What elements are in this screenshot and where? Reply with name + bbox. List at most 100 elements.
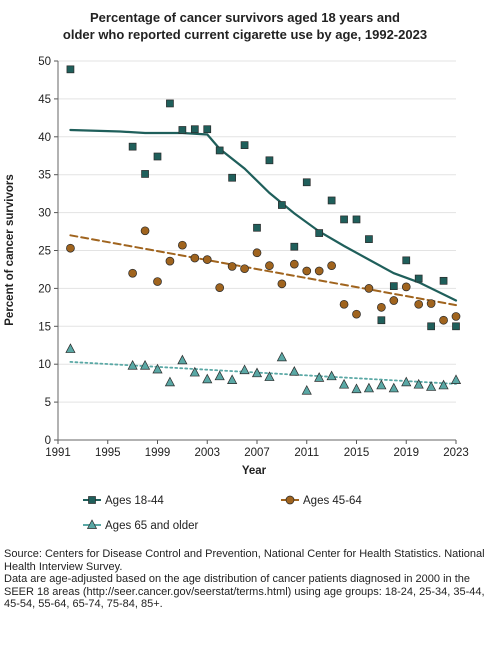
data-point-ages-45-64-2011 (302, 266, 312, 276)
data-point-ages-65-and-older-2022 (438, 379, 449, 390)
data-point-ages-18-44-2014 (340, 215, 348, 224)
data-point-ages-45-64-2005 (227, 262, 237, 271)
data-point-ages-18-44-1998 (141, 170, 149, 178)
trend-line-ages-18-44 (69, 128, 458, 302)
data-point-ages-65-and-older-2008 (264, 371, 275, 381)
axes: 0 5 10 15 20 25 30 35 40 45 50 1991 1995 1999 2003 2007… (38, 56, 469, 459)
data-point-ages-45-64-2015 (352, 309, 361, 319)
data-point-ages-18-44-1999 (153, 152, 162, 161)
data-point-ages-65-and-older-2020 (413, 378, 424, 389)
y-tick-label-10: 50 (38, 56, 51, 68)
data-point-ages-45-64-2004 (215, 283, 225, 292)
x-axis-label: Year (242, 465, 267, 477)
data-point-ages-65-and-older-2021 (426, 381, 437, 391)
footnote: Source: Centers for Disease Control and … (4, 548, 488, 611)
data-point-ages-18-44-2006 (240, 141, 249, 149)
data-point-ages-18-44-2016 (365, 235, 373, 243)
data-point-ages-65-and-older-2015 (351, 383, 362, 394)
data-point-ages-65-and-older-2010 (289, 366, 300, 376)
data-point-ages-45-64-2006 (240, 264, 249, 274)
data-point-ages-65-and-older-2016 (363, 382, 375, 393)
data-point-ages-65-and-older-2012 (314, 372, 325, 382)
data-point-ages-65-and-older-2000 (164, 376, 176, 387)
data-point-ages-18-44-2004 (215, 146, 224, 155)
data-point-ages-45-64-2000 (165, 256, 175, 266)
data-point-ages-45-64-2023 (451, 312, 461, 321)
legend-marker-ages-45-64 (285, 495, 295, 505)
y-tick-label-1: 5 (45, 397, 51, 409)
data-point-ages-65-and-older-2009 (276, 351, 287, 362)
data-point-ages-65-and-older-2007 (251, 367, 263, 378)
data-point-ages-45-64-2014 (339, 299, 349, 309)
chart-title-line-1: Percentage of cancer survivors aged 18 y… (90, 10, 400, 25)
data-point-ages-45-64-2020 (414, 299, 424, 309)
chart-title-line-2: older who reported current cigarette use… (63, 27, 427, 42)
data-point-ages-65-and-older-2002 (189, 366, 200, 377)
y-tick-label-7: 35 (38, 170, 51, 182)
y-tick-label-8: 40 (38, 132, 51, 144)
y-tick-label-5: 25 (38, 246, 51, 258)
data-point-ages-45-64-2018 (389, 296, 399, 305)
data-point-ages-65-and-older-2004 (214, 370, 225, 381)
data-point-ages-65-and-older-2005 (227, 374, 238, 384)
data-point-ages-18-44-2018 (389, 282, 398, 290)
data-point-ages-45-64-2003 (202, 255, 212, 264)
data-point-ages-18-44-1992 (66, 65, 75, 74)
data-point-ages-45-64-2001 (178, 240, 187, 250)
footnote-note: Data are age-adjusted based on the age d… (4, 573, 485, 610)
data-point-ages-65-and-older-2018 (388, 382, 399, 393)
y-axis-label: Percent of cancer survivors (4, 174, 16, 326)
x-tick-label-0: 1991 (45, 447, 71, 459)
x-tick-label-3: 2003 (194, 447, 220, 459)
data-point-ages-65-and-older-2017 (376, 379, 387, 390)
data-point-ages-65-and-older-1992 (65, 343, 76, 353)
data-point-ages-45-64-1997 (128, 268, 137, 278)
data-point-ages-45-64-2010 (289, 259, 299, 269)
data-point-ages-18-44-2012 (315, 229, 324, 237)
data-point-ages-65-and-older-2019 (401, 376, 412, 387)
data-point-ages-45-64-2019 (401, 282, 411, 292)
data-point-ages-65-and-older-1999 (152, 363, 163, 374)
data-point-ages-45-64-2016 (364, 284, 374, 293)
data-point-ages-45-64-1999 (153, 277, 162, 286)
legend: Ages 18-44 Ages 45-64 Ages 65 and older (83, 495, 362, 532)
data-point-ages-18-44-2015 (352, 215, 361, 224)
data-point-ages-18-44-2005 (228, 173, 236, 182)
data-point-ages-45-64-2013 (327, 261, 336, 271)
data-point-ages-18-44-2003 (203, 125, 212, 134)
legend-label-ages-45-64: Ages 45-64 (303, 495, 362, 507)
y-tick-label-0: 0 (45, 435, 51, 447)
x-tick-label-6: 2015 (344, 447, 370, 459)
y-tick-label-4: 20 (38, 283, 51, 295)
x-tick-label-4: 2007 (244, 447, 270, 459)
data-markers (65, 65, 462, 395)
data-point-ages-65-and-older-2023 (450, 374, 462, 384)
data-point-ages-18-44-2002 (190, 125, 199, 134)
data-point-ages-65-and-older-2003 (202, 373, 213, 384)
data-point-ages-18-44-2007 (253, 223, 261, 232)
data-point-ages-45-64-2012 (314, 266, 324, 276)
data-point-ages-65-and-older-1997 (127, 359, 138, 370)
data-point-ages-18-44-2000 (166, 99, 174, 108)
data-point-ages-18-44-2021 (427, 322, 435, 331)
data-point-ages-65-and-older-1998 (139, 359, 151, 370)
data-point-ages-18-44-2001 (178, 126, 187, 134)
x-tick-label-8: 2023 (443, 447, 469, 459)
legend-label-ages-65-and-older: Ages 65 and older (105, 520, 199, 532)
data-point-ages-65-and-older-2011 (301, 384, 312, 395)
data-point-ages-18-44-1997 (128, 142, 137, 151)
data-point-ages-18-44-2023 (452, 322, 460, 331)
data-point-ages-18-44-2008 (265, 156, 274, 165)
trend-line-ages-65-and-older (69, 360, 457, 385)
x-tick-label-1: 1995 (95, 447, 121, 459)
data-point-ages-45-64-1998 (140, 226, 150, 236)
trend-line-ages-45-64 (69, 234, 457, 307)
x-tick-label-7: 2019 (393, 447, 419, 459)
legend-label-ages-18-44: Ages 18-44 (105, 495, 164, 507)
data-point-ages-45-64-2007 (252, 248, 262, 258)
legend-marker-ages-65-and-older (86, 519, 98, 529)
y-tick-label-9: 45 (38, 94, 51, 106)
data-point-ages-45-64-2021 (426, 299, 436, 308)
data-point-ages-18-44-2017 (377, 316, 386, 325)
y-tick-label-6: 30 (38, 208, 51, 220)
